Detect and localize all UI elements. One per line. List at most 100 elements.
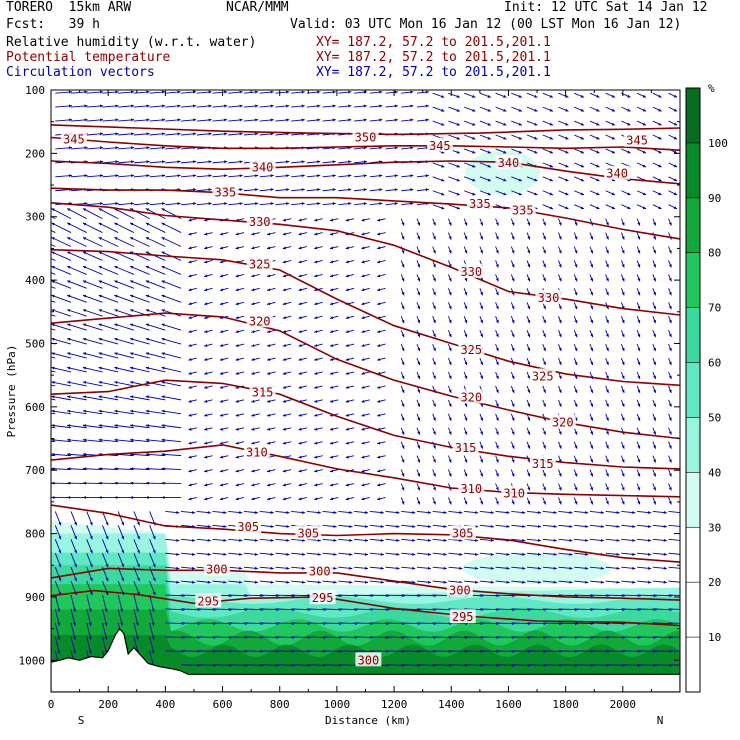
wind-vector-head [282, 483, 287, 487]
wind-vector-head [208, 202, 212, 206]
wind-vector [306, 622, 327, 625]
wind-vector-head [317, 511, 321, 514]
wind-vector [637, 664, 657, 666]
wind-vector-head [51, 280, 55, 284]
wind-vector-head [251, 302, 255, 306]
wind-vector-head [88, 608, 92, 612]
wind-vector-head [115, 146, 119, 150]
wind-vector-head [67, 438, 71, 442]
wind-vector-head [254, 538, 258, 542]
wind-vector-head [345, 399, 349, 403]
wind-vector-head [255, 132, 259, 136]
wind-vector [605, 636, 626, 639]
wind-vector-head [239, 160, 243, 164]
wind-vector-head [464, 278, 468, 282]
wind-vector-head [36, 424, 39, 427]
wind-vector-head [441, 206, 445, 210]
wind-vector-head [637, 501, 641, 505]
wind-vector-head [332, 188, 336, 192]
wind-vector-head [627, 192, 631, 196]
wind-vector-head [208, 118, 212, 122]
x-tick-label: 2000 [610, 698, 637, 711]
wind-vector-head [137, 535, 140, 540]
wind-vector-head [663, 511, 667, 514]
wind-vector [165, 608, 185, 611]
wind-vector-head [161, 452, 165, 456]
wind-vector-head [596, 94, 600, 98]
wind-vector-head [145, 352, 150, 356]
wind-vector-head [569, 524, 573, 528]
theta-315-label: 315 [252, 385, 274, 399]
wind-vector-head [286, 580, 290, 584]
wind-vector-head [543, 403, 546, 407]
theta-350-contour [51, 124, 680, 136]
wind-vector-head [235, 483, 239, 487]
wind-vector-head [549, 192, 553, 196]
wind-vector-head [658, 164, 662, 168]
wind-vector-head [553, 538, 557, 542]
wind-vector-head [188, 344, 192, 347]
wind-vector-head [605, 264, 609, 268]
wind-vector-head [668, 403, 672, 407]
wind-vector-head [219, 469, 224, 473]
wind-vector-head [527, 445, 531, 449]
wind-vector-head [82, 395, 87, 399]
wind-vector-head [130, 104, 135, 108]
wind-vector-head [417, 236, 421, 240]
wind-vector-head [653, 459, 656, 463]
wind-vector-head [89, 591, 93, 596]
wind-vector-head [67, 222, 71, 226]
wind-vector [668, 538, 680, 541]
wind-vector-head [98, 280, 102, 284]
wind-vector [145, 395, 166, 401]
wind-vector-head [177, 174, 181, 178]
wind-vector-head [82, 294, 87, 298]
wind-vector-head [543, 222, 546, 226]
wind-vector-head [637, 347, 641, 352]
wind-vector-head [605, 431, 609, 435]
wind-vector [98, 352, 119, 359]
wind-vector-head [448, 347, 452, 352]
wind-vector-head [518, 122, 522, 126]
wind-vector-head [267, 357, 271, 361]
wind-vector-head [574, 459, 578, 463]
wind-vector-head [314, 316, 318, 320]
wind-vector-head [88, 636, 92, 640]
theta-label-bg [495, 154, 522, 169]
wind-vector-head [161, 146, 166, 150]
wind-vector [558, 664, 579, 666]
wind-vector-head [121, 535, 125, 540]
theta-label-bg [529, 368, 556, 383]
wind-vector-head [549, 136, 553, 140]
wind-vector-head [590, 250, 594, 254]
wind-vector [275, 594, 296, 597]
wind-vector-head [36, 295, 39, 298]
wind-vector-head [487, 108, 491, 112]
wind-vector-head [161, 222, 165, 226]
wind-vector-head [574, 501, 578, 505]
wind-vector-head [254, 580, 258, 584]
wind-vector-head [98, 481, 102, 485]
wind-vector-head [361, 413, 365, 417]
wind-vector-head [558, 333, 562, 338]
wind-vector-head [621, 222, 625, 226]
wind-vector [161, 222, 182, 233]
wind-vector-head [363, 174, 367, 178]
wind-vector-head [464, 305, 468, 310]
wind-vector-head [98, 352, 102, 356]
theta-350-label: 350 [355, 131, 377, 145]
wind-vector-head [503, 94, 507, 98]
wind-vector-head [74, 522, 77, 526]
wind-vector-head [401, 347, 405, 352]
wind-vector-head [441, 122, 445, 126]
wind-vector-head [219, 330, 224, 333]
wind-vector [259, 608, 280, 611]
wind-vector-head [574, 250, 578, 254]
wind-vector-head [668, 319, 672, 324]
wind-vector-head [74, 535, 77, 540]
wind-vector-head [596, 136, 600, 140]
wind-vector-head [191, 511, 196, 514]
wind-vector [114, 208, 135, 220]
theta-295-label: 295 [197, 594, 219, 608]
wind-vector-head [377, 344, 381, 347]
